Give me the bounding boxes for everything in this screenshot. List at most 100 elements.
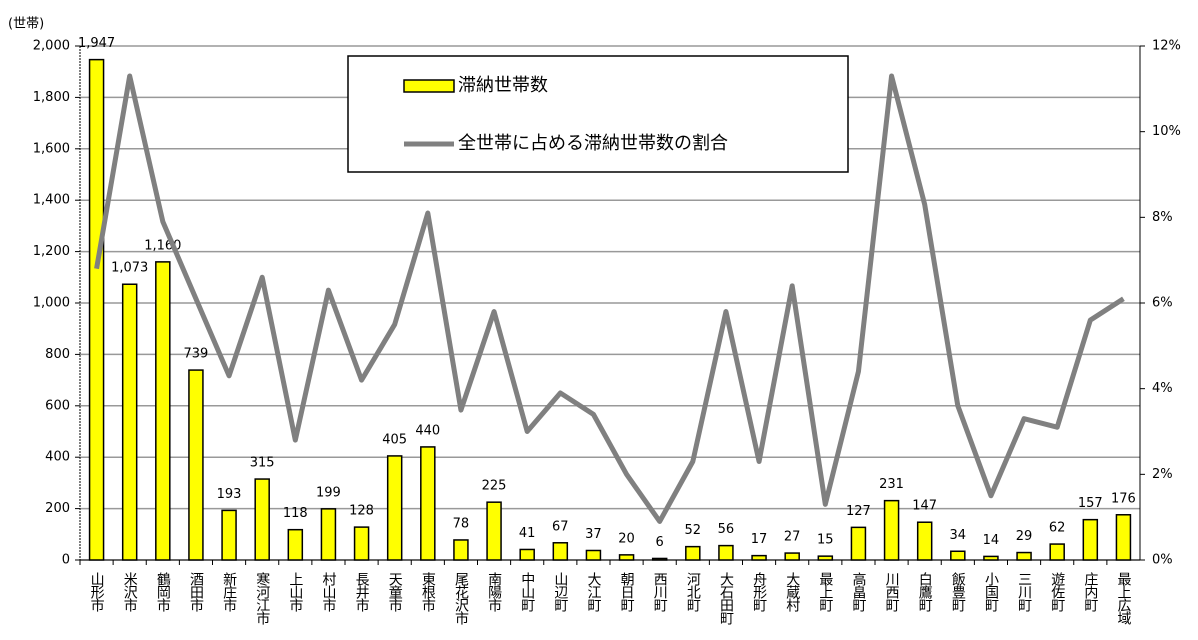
bar <box>420 446 436 561</box>
bar <box>950 550 966 561</box>
data-label: 52 <box>685 523 702 538</box>
data-label: 128 <box>349 504 374 519</box>
x-tick-label: 遊佐町 <box>1049 572 1065 612</box>
y2-tick-label: 2% <box>1152 467 1173 482</box>
bar <box>486 501 502 561</box>
bar <box>916 521 933 561</box>
data-label: 199 <box>316 485 341 500</box>
y2-tick-label: 0% <box>1152 553 1173 568</box>
x-tick-label: 大蔵村 <box>784 572 800 612</box>
bar <box>552 542 569 561</box>
data-label: 15 <box>817 533 834 548</box>
y2-tick-label: 4% <box>1152 381 1173 396</box>
data-label: 118 <box>283 506 308 521</box>
data-label: 193 <box>217 487 242 502</box>
bar <box>817 555 834 561</box>
legend-box <box>347 55 849 173</box>
x-tick-label: 大石田町 <box>718 572 734 625</box>
y2-tick-label: 8% <box>1152 210 1173 225</box>
bar <box>784 552 800 561</box>
x-tick-label: 尾花沢市 <box>453 572 469 625</box>
data-label: 6 <box>656 535 664 550</box>
bar <box>121 283 138 561</box>
data-label: 34 <box>950 528 967 543</box>
data-label: 27 <box>784 530 801 545</box>
bar <box>1115 514 1132 561</box>
y-tick-label: 1,800 <box>33 90 70 105</box>
y-tick-label: 1,200 <box>33 244 70 259</box>
data-label: 1,073 <box>111 261 148 276</box>
y-tick-label: 0 <box>62 553 70 568</box>
data-label: 17 <box>751 532 768 547</box>
y-tick-label: 2,000 <box>33 39 70 54</box>
x-tick-label: 飯豊町 <box>950 571 966 612</box>
x-tick-label: 南陽市 <box>486 572 502 612</box>
bar <box>221 509 237 561</box>
bar <box>320 508 337 561</box>
data-label: 231 <box>879 477 904 492</box>
x-tick-label: 上山市 <box>287 572 303 612</box>
data-label: 14 <box>983 533 1000 548</box>
y-axis-label: (世帯) <box>8 17 44 32</box>
bar <box>155 261 171 561</box>
x-tick-label: 天童市 <box>387 572 403 612</box>
bar <box>188 369 204 561</box>
x-tick-label: 最上町 <box>817 572 833 612</box>
x-tick-label: 川西町 <box>884 572 900 612</box>
x-tick-label: 朝日町 <box>619 572 635 612</box>
bar <box>983 555 999 561</box>
y-tick-label: 800 <box>45 347 70 362</box>
x-tick-label: 米沢市 <box>122 572 138 612</box>
data-label: 29 <box>1016 529 1033 544</box>
x-tick-label: 最上広域 <box>1115 572 1131 625</box>
data-label: 1,947 <box>78 36 115 51</box>
data-label: 78 <box>453 516 470 531</box>
bar <box>1049 543 1065 561</box>
x-tick-label: 酒田市 <box>188 572 204 612</box>
x-tick-label: 東根市 <box>420 572 436 612</box>
x-tick-label: 河北町 <box>685 572 701 612</box>
y-tick-label: 1,600 <box>33 141 70 156</box>
line <box>94 73 1125 524</box>
data-label: 127 <box>846 504 871 519</box>
y-tick-label: 400 <box>45 450 70 465</box>
bar <box>585 549 602 561</box>
data-label: 62 <box>1049 521 1066 536</box>
y2-tick-label: 6% <box>1152 296 1173 311</box>
data-label: 176 <box>1111 491 1136 506</box>
data-label: 37 <box>585 527 602 542</box>
bar <box>1016 551 1032 561</box>
bar <box>254 478 270 561</box>
y-tick-label: 1,400 <box>33 193 70 208</box>
bar <box>519 548 535 561</box>
bar <box>1082 518 1099 561</box>
bar <box>618 554 635 561</box>
y2-tick-label: 10% <box>1152 124 1181 139</box>
data-label: 41 <box>519 526 536 541</box>
data-label: 405 <box>382 432 407 447</box>
x-tick-label: 三川町 <box>1016 572 1032 612</box>
x-tick-label: 舟形町 <box>751 572 767 612</box>
bar <box>751 554 767 561</box>
data-label: 147 <box>912 499 937 514</box>
data-label: 20 <box>618 531 635 546</box>
legend-label: 全世帯に占める滞納世帯数の割合 <box>458 133 728 154</box>
legend-swatch <box>403 79 455 93</box>
x-tick-label: 山辺町 <box>552 572 568 612</box>
bar <box>453 539 469 561</box>
data-label: 157 <box>1078 496 1103 511</box>
data-label: 67 <box>552 519 569 534</box>
x-tick-label: 高畠町 <box>850 571 866 612</box>
x-tick-label: 鶴岡市 <box>155 571 171 612</box>
x-tick-label: 庄内町 <box>1082 571 1098 612</box>
data-label: 315 <box>250 456 275 471</box>
y2-tick-label: 12% <box>1152 39 1181 54</box>
x-tick-label: 小国町 <box>983 572 999 612</box>
x-tick-label: 村山市 <box>320 572 336 612</box>
x-tick-label: 中山町 <box>519 572 535 612</box>
bar <box>850 526 867 561</box>
bar <box>386 455 403 561</box>
x-tick-label: 山形市 <box>89 572 105 612</box>
legend-label: 滞納世帯数 <box>458 75 548 96</box>
